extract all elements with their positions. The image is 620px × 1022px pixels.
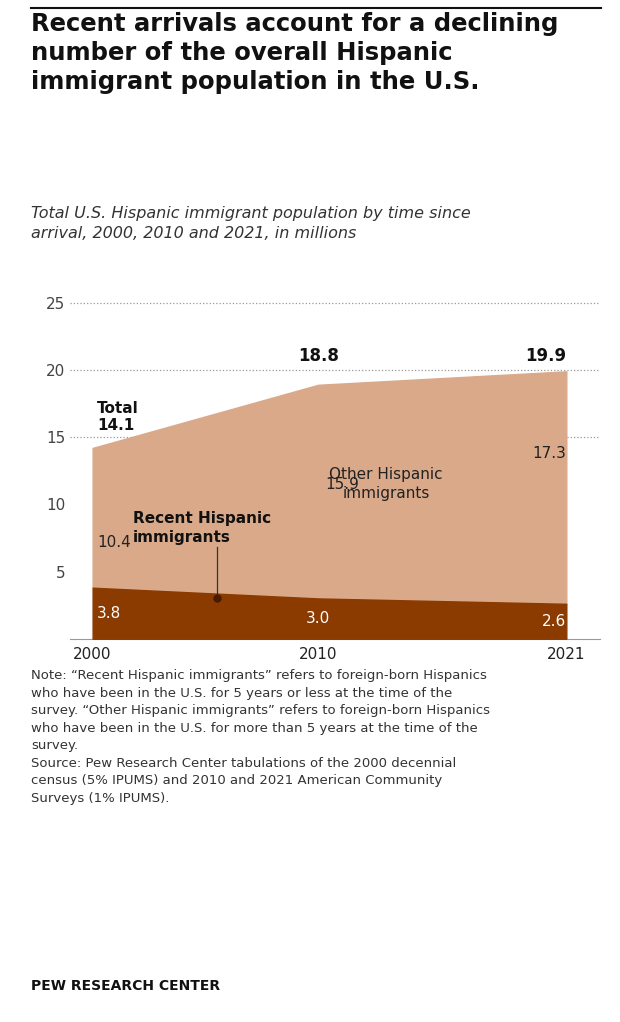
Text: Note: “Recent Hispanic immigrants” refers to foreign-born Hispanics
who have bee: Note: “Recent Hispanic immigrants” refer… <box>31 669 490 805</box>
Text: 17.3: 17.3 <box>533 446 566 461</box>
Text: 19.9: 19.9 <box>525 346 566 365</box>
Text: 3.0: 3.0 <box>306 611 330 626</box>
Text: 10.4: 10.4 <box>97 535 131 550</box>
Text: 2.6: 2.6 <box>542 614 566 629</box>
Text: 15.9: 15.9 <box>325 476 359 492</box>
Text: Total U.S. Hispanic immigrant population by time since
arrival, 2000, 2010 and 2: Total U.S. Hispanic immigrant population… <box>31 206 471 241</box>
Text: Recent arrivals account for a declining
number of the overall Hispanic
immigrant: Recent arrivals account for a declining … <box>31 12 559 94</box>
Text: PEW RESEARCH CENTER: PEW RESEARCH CENTER <box>31 979 220 993</box>
Text: Recent Hispanic
immigrants: Recent Hispanic immigrants <box>133 511 272 545</box>
Text: Other Hispanic
immigrants: Other Hispanic immigrants <box>329 467 443 501</box>
Text: Total
14.1: Total 14.1 <box>97 402 139 433</box>
Text: 18.8: 18.8 <box>298 346 339 365</box>
Text: 3.8: 3.8 <box>97 606 122 620</box>
